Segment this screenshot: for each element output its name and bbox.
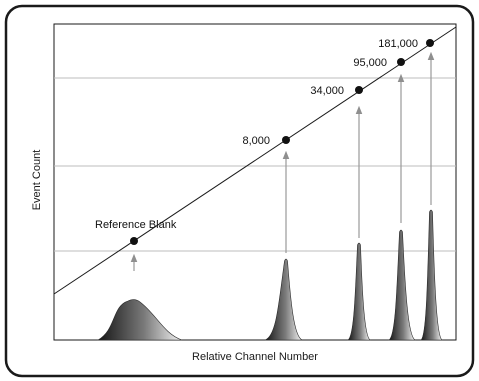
histogram-peak — [387, 229, 417, 341]
histogram-peak — [420, 209, 443, 341]
histogram-peak — [264, 258, 303, 341]
point-label: 95,000 — [353, 57, 387, 69]
calibration-point — [355, 86, 363, 94]
points-group — [130, 39, 434, 245]
y-axis-label: Event Count — [31, 150, 43, 211]
point-label: Reference Blank — [95, 219, 177, 231]
x-axis-label: Relative Channel Number — [192, 351, 318, 363]
calibration-point — [397, 58, 405, 66]
plot-area — [53, 23, 457, 341]
histogram-peak — [96, 299, 183, 341]
peaks-group — [96, 209, 443, 341]
labels-group: Reference Blank 8,000 34,000 95,000 181,000 — [95, 38, 418, 231]
point-label: 34,000 — [310, 85, 344, 97]
point-label: 8,000 — [242, 135, 270, 147]
histogram-peak — [347, 242, 371, 341]
point-label: 181,000 — [378, 38, 418, 50]
calibration-line — [53, 26, 457, 295]
arrows-group — [130, 51, 435, 271]
calibration-point — [282, 136, 290, 144]
calibration-point — [130, 237, 138, 245]
calibration-point — [426, 39, 434, 47]
